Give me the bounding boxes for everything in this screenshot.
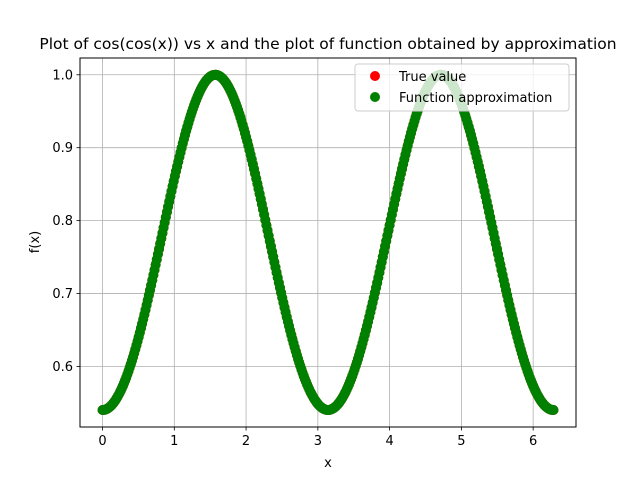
y-tick-label: 0.8	[52, 214, 73, 229]
data-point-function-approximation	[548, 405, 559, 416]
x-tick-label: 3	[314, 434, 322, 449]
y-tick-label: 1.0	[52, 68, 73, 83]
x-tick-label: 2	[242, 434, 250, 449]
legend-label-function-approximation: Function approximation	[399, 91, 552, 106]
legend-label-true-value: True value	[398, 70, 466, 85]
x-tick-label: 0	[98, 434, 106, 449]
y-axis-label: f(x)	[28, 231, 43, 253]
axis-ticks: 0 1 2 3 4 5 6 0.6 0.7 0.8 0.9 1.0	[52, 68, 537, 449]
y-tick-label: 0.7	[52, 287, 73, 302]
chart-title: Plot of cos(cos(x)) vs x and the plot of…	[39, 35, 616, 53]
plot-frame	[79, 57, 577, 428]
x-tick-label: 5	[457, 434, 465, 449]
legend-marker-true-value	[370, 71, 380, 81]
y-tick-label: 0.9	[52, 141, 73, 156]
legend: True value Function approximation	[354, 63, 570, 112]
legend-marker-function-approximation	[370, 92, 380, 102]
x-tick-label: 4	[385, 434, 393, 449]
y-tick-label: 0.6	[52, 360, 73, 375]
x-tick-label: 1	[170, 434, 178, 449]
plot-area	[80, 58, 576, 427]
x-axis-label: x	[324, 456, 332, 471]
x-tick-label: 6	[529, 434, 537, 449]
legend-box	[354, 63, 570, 112]
